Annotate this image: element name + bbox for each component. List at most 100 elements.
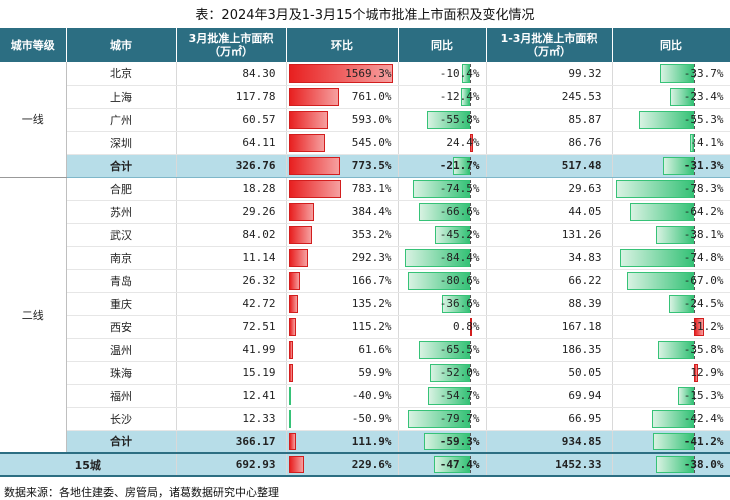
yoy-cell-bar-area: -54.7% bbox=[401, 386, 484, 405]
subtotal-row: 合计 326.76 773.5% -21.7% 517.48 -31.3% bbox=[0, 154, 730, 178]
q1-yoy-cell-bar bbox=[693, 363, 698, 382]
subtotal-row: 合计 366.17 111.9% -59.3% 934.85 -41.2% bbox=[0, 430, 730, 454]
table-row: 武汉 84.02 353.2% -45.2% 131.26 -38.1% bbox=[0, 223, 730, 247]
q1-yoy-cell: -24.5% bbox=[612, 292, 730, 316]
q1-area-cell: 245.53 bbox=[486, 85, 613, 109]
yoy-cell-bar bbox=[426, 110, 471, 129]
zero-line bbox=[693, 110, 695, 129]
mom-cell-bar bbox=[288, 225, 313, 244]
march-area-cell: 18.28 bbox=[176, 177, 287, 201]
march-area-cell: 64.11 bbox=[176, 131, 287, 155]
mom-cell-value: 783.1% bbox=[351, 182, 392, 195]
mom-cell-bar-area: 783.1% bbox=[288, 179, 396, 198]
mom-cell-bar bbox=[288, 340, 293, 359]
q1-yoy-cell-value: -31.3% bbox=[683, 159, 724, 172]
yoy-cell: -74.5% bbox=[398, 177, 487, 201]
yoy-cell: -10.4% bbox=[398, 62, 487, 86]
yoy-cell-value: -52.0% bbox=[439, 366, 480, 379]
q1-area-cell: 29.63 bbox=[486, 177, 613, 201]
q1-area-cell: 44.05 bbox=[486, 200, 613, 224]
mom-cell-value: 59.9% bbox=[358, 366, 392, 379]
mom-cell-bar-area: 59.9% bbox=[288, 363, 396, 382]
yoy-cell-bar-area: -65.5% bbox=[401, 340, 484, 359]
city-cell: 广州 bbox=[66, 108, 177, 132]
yoy-cell: -55.8% bbox=[398, 108, 487, 132]
total-label: 15城 bbox=[0, 452, 177, 477]
q1-yoy-cell-value: -15.3% bbox=[683, 389, 724, 402]
march-area-cell: 11.14 bbox=[176, 246, 287, 270]
zero-line bbox=[693, 64, 695, 83]
yoy-cell-bar bbox=[419, 340, 471, 359]
q1-yoy-cell-bar bbox=[678, 386, 694, 405]
mom-cell-bar bbox=[288, 386, 291, 405]
yoy-cell-bar-area: 0.8% bbox=[401, 317, 484, 336]
yoy-cell: -21.7% bbox=[398, 154, 487, 178]
march-area-cell: 60.57 bbox=[176, 108, 287, 132]
q1-yoy-cell-value: -74.8% bbox=[683, 251, 724, 264]
mom-cell-bar-area: -50.9% bbox=[288, 409, 396, 428]
q1-yoy-cell: -35.8% bbox=[612, 338, 730, 362]
city-cell: 合肥 bbox=[66, 177, 177, 201]
q1-yoy-cell: -23.4% bbox=[612, 85, 730, 109]
zero-line bbox=[693, 409, 695, 428]
yoy-cell-bar bbox=[412, 179, 471, 198]
q1-yoy-cell: -41.2% bbox=[612, 430, 730, 454]
yoy-cell: -66.6% bbox=[398, 200, 487, 224]
yoy-cell-bar-area: -36.6% bbox=[401, 294, 484, 313]
q1-yoy-cell-value: -38.1% bbox=[683, 228, 724, 241]
total-q1-yoy-value: -38.0% bbox=[683, 458, 724, 471]
q1-yoy-cell-bar bbox=[660, 64, 694, 83]
q1-yoy-cell-bar-area: -33.7% bbox=[615, 64, 728, 83]
q1-yoy-cell-value: -67.0% bbox=[683, 274, 724, 287]
table-row: 一线 北京 84.30 1569.3% -10.4% 99.32 -33.7% bbox=[0, 62, 730, 178]
q1-yoy-cell-bar bbox=[619, 248, 694, 267]
mom-cell-value: 353.2% bbox=[351, 228, 392, 241]
yoy-cell-bar bbox=[408, 409, 471, 428]
zero-line bbox=[470, 363, 472, 382]
q1-yoy-cell: -67.0% bbox=[612, 269, 730, 293]
march-area-cell: 84.30 bbox=[176, 62, 287, 86]
mom-cell-bar-area: 166.7% bbox=[288, 271, 396, 290]
q1-yoy-cell-bar bbox=[662, 156, 694, 175]
q1-yoy-cell-value: -24.5% bbox=[683, 297, 724, 310]
header-mom: 环比 bbox=[286, 28, 399, 62]
total-mom: 229.6% bbox=[286, 452, 399, 477]
yoy-cell-bar-area: -12.4% bbox=[401, 87, 484, 106]
q1-area-cell: 85.87 bbox=[486, 108, 613, 132]
march-area-cell: 84.02 bbox=[176, 223, 287, 247]
table-body: 一线 北京 84.30 1569.3% -10.4% 99.32 -33.7% 上海 117.7… bbox=[0, 62, 730, 477]
q1-yoy-cell-bar bbox=[658, 340, 694, 359]
yoy-cell-value: -74.5% bbox=[439, 182, 480, 195]
yoy-cell-bar-area: -74.5% bbox=[401, 179, 484, 198]
yoy-cell: -65.5% bbox=[398, 338, 487, 362]
mom-cell-value: -50.9% bbox=[351, 412, 392, 425]
q1-yoy-cell-bar-area: -55.3% bbox=[615, 110, 728, 129]
q1-yoy-cell-bar-area: -42.4% bbox=[615, 409, 728, 428]
yoy-cell-bar bbox=[470, 133, 474, 152]
q1-area-cell: 186.35 bbox=[486, 338, 613, 362]
mom-cell: 773.5% bbox=[286, 154, 399, 178]
zero-line bbox=[693, 202, 695, 221]
yoy-cell: 24.4% bbox=[398, 131, 487, 155]
q1-yoy-cell-bar-area: 12.9% bbox=[615, 363, 728, 382]
yoy-cell-bar-area: -55.8% bbox=[401, 110, 484, 129]
mom-cell-bar bbox=[288, 294, 298, 313]
mom-cell-bar bbox=[288, 179, 341, 198]
march-area-cell: 41.99 bbox=[176, 338, 287, 362]
q1-yoy-cell-bar-area: -35.8% bbox=[615, 340, 728, 359]
q1-yoy-cell-bar bbox=[655, 225, 694, 244]
zero-line bbox=[470, 225, 472, 244]
total-yoy-bar-area: -47.4% bbox=[401, 456, 484, 473]
yoy-cell-bar bbox=[462, 64, 471, 83]
mom-cell: 166.7% bbox=[286, 269, 399, 293]
q1-area-cell: 934.85 bbox=[486, 430, 613, 454]
q1-yoy-cell: -55.3% bbox=[612, 108, 730, 132]
source-note: 数据来源：各地住建委、房管局，诸葛数据研究中心整理 bbox=[4, 486, 279, 499]
q1-yoy-cell-bar-area: -4.1% bbox=[615, 133, 728, 152]
mom-cell-value: 166.7% bbox=[351, 274, 392, 287]
q1-yoy-cell: -42.4% bbox=[612, 407, 730, 431]
yoy-cell-bar bbox=[427, 386, 471, 405]
zero-line bbox=[470, 87, 472, 106]
march-area-cell: 42.72 bbox=[176, 292, 287, 316]
total-q1-yoy-bar bbox=[656, 456, 694, 473]
